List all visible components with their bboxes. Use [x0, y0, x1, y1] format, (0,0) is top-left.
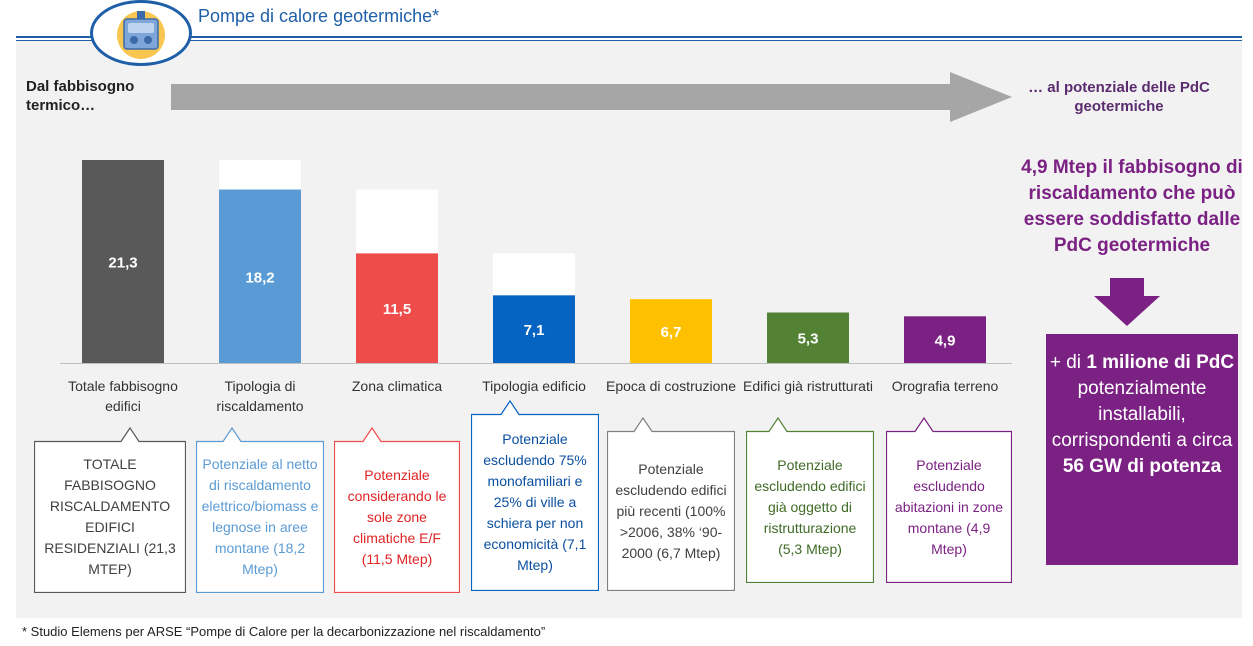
- callout-shape: [886, 417, 1012, 583]
- bar-value-label: 4,9: [935, 333, 956, 350]
- callout-shape: [34, 427, 186, 593]
- bar: [219, 189, 301, 363]
- bar: [904, 316, 986, 363]
- bar: [356, 253, 438, 363]
- callout-text: Potenziale escludendo 75% monofamiliari …: [483, 431, 587, 573]
- callout-box: TOTALE FABBISOGNO RISCALDAMENTO EDIFICI …: [34, 427, 186, 593]
- bar-value-label: 6,7: [661, 324, 682, 341]
- bar: [493, 295, 575, 363]
- category-label: Tipologia di riscaldamento: [216, 378, 304, 414]
- flow-start-label: Dal fabbisogno termico…: [26, 78, 135, 114]
- callout-text: Potenziale escludendo abitazioni in zone…: [894, 456, 1004, 557]
- callout-box: Potenziale escludendo abitazioni in zone…: [886, 417, 1012, 583]
- category-label: Orografia terreno: [891, 378, 999, 394]
- callout-box: Potenziale considerando le sole zone cli…: [334, 427, 460, 593]
- page-title: Pompe di calore geotermiche*: [198, 6, 440, 26]
- bar-value-label: 21,3: [108, 255, 137, 272]
- flow-end-label: … al potenziale delle PdC geotermiche: [1028, 79, 1210, 115]
- bar-value-label: 18,2: [245, 269, 274, 286]
- bar: [630, 299, 712, 363]
- callout-box: Potenziale escludendo 75% monofamiliari …: [471, 400, 599, 591]
- callout-text: Potenziale considerando le sole zone cli…: [347, 466, 447, 567]
- header-rule-thin: [16, 40, 1242, 41]
- footnote: * Studio Elemens per ARSE “Pompe di Calo…: [22, 624, 546, 639]
- callout-shape: [607, 417, 735, 591]
- result-prefix: + di: [1049, 352, 1087, 373]
- result-middle: potenzialmente installabili, corrisponde…: [1051, 378, 1233, 451]
- summary-text: 4,9 Mtep il fabbisogno di riscaldamento …: [1021, 157, 1243, 256]
- result-box: + di 1 milione di PdC potenzialmente ins…: [1046, 334, 1238, 565]
- category-label: Edifici già ristrutturati: [743, 378, 873, 394]
- heat-pump-icon: [90, 0, 192, 66]
- arrow-down-icon: [1094, 278, 1160, 326]
- category-label: Zona climatica: [351, 378, 443, 394]
- callout-box: Potenziale al netto di riscaldamento ele…: [196, 427, 324, 593]
- flow-arrow: [171, 72, 1012, 122]
- callout-text: Potenziale al netto di riscaldamento ele…: [201, 456, 319, 577]
- result-bold-end: 56 GW di potenza: [1062, 456, 1222, 477]
- header-rule: [16, 36, 1242, 38]
- category-label: Tipologia edificio: [482, 378, 586, 394]
- bar-value-label: 11,5: [383, 301, 411, 318]
- result-highlight: 1 milione di PdC: [1086, 352, 1235, 373]
- category-label: Totale fabbisogno edifici: [68, 378, 178, 414]
- callout-box: Potenziale escludendo edifici già oggett…: [746, 417, 874, 583]
- bar-value-label: 5,3: [798, 331, 819, 348]
- callout-shape: [196, 427, 324, 593]
- callout-box: Potenziale escludendo edifici più recent…: [607, 417, 735, 591]
- callout-shape: [334, 427, 460, 593]
- callout-text: Potenziale escludendo edifici più recent…: [615, 460, 727, 561]
- bar: [82, 160, 164, 363]
- callout-shape: [746, 417, 874, 583]
- callout-shape: [471, 400, 599, 591]
- callout-text: Potenziale escludendo edifici già oggett…: [754, 456, 866, 557]
- bar-value-label: 7,1: [524, 322, 545, 339]
- category-label: Epoca di costruzione: [606, 378, 736, 394]
- bar: [767, 312, 849, 363]
- callout-text: TOTALE FABBISOGNO RISCALDAMENTO EDIFICI …: [44, 456, 176, 577]
